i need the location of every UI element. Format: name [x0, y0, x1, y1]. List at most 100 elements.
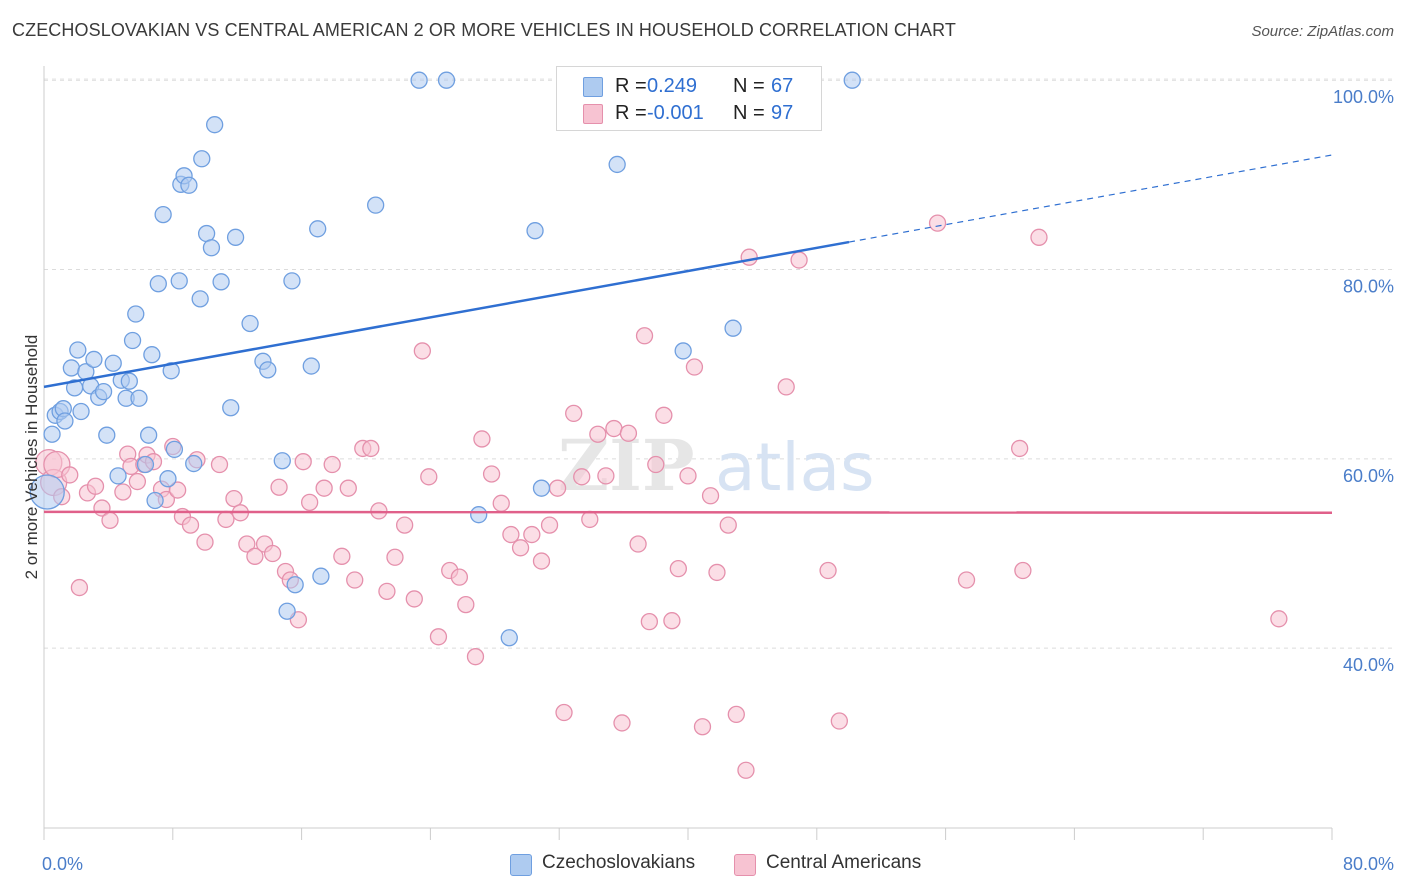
data-point — [555, 703, 573, 722]
data-point — [217, 510, 235, 529]
data-point — [29, 474, 65, 510]
data-point — [56, 412, 74, 430]
data-point — [309, 220, 327, 238]
svg-text:atlas: atlas — [715, 429, 875, 506]
data-point — [104, 354, 122, 372]
data-point — [222, 399, 240, 417]
data-point — [43, 425, 61, 443]
y-tick-label: 40.0% — [1343, 655, 1394, 675]
data-point — [565, 404, 583, 423]
data-point — [109, 467, 127, 485]
data-point — [500, 629, 518, 647]
data-point — [302, 357, 320, 375]
data-point — [149, 275, 167, 293]
data-point — [312, 567, 330, 585]
data-point — [685, 358, 704, 376]
data-point — [581, 510, 599, 529]
data-point — [180, 176, 198, 194]
data-point — [526, 222, 544, 240]
data-point — [85, 350, 103, 369]
data-point — [1014, 561, 1032, 580]
data-point — [270, 478, 288, 496]
data-point — [241, 314, 259, 333]
data-point — [777, 378, 795, 396]
y-tick-label: 60.0% — [1343, 466, 1394, 486]
data-point — [819, 561, 837, 580]
data-point — [635, 327, 654, 345]
data-point — [210, 455, 229, 474]
data-point — [470, 506, 488, 524]
x-tick-label-min: 0.0% — [42, 854, 83, 874]
data-point — [72, 402, 90, 421]
source-note: Source: ZipAtlas.com — [1251, 23, 1394, 40]
data-point — [523, 525, 541, 544]
x-tick-label-max: 80.0% — [1343, 854, 1394, 874]
data-point — [727, 705, 745, 724]
n-value: 67 — [771, 75, 794, 97]
data-point — [405, 590, 423, 608]
data-point — [226, 228, 245, 246]
data-point — [263, 544, 282, 563]
swatch-blue — [583, 77, 603, 97]
data-point — [362, 439, 380, 458]
data-point — [315, 479, 333, 497]
data-point — [181, 516, 200, 534]
data-point — [492, 494, 510, 512]
data-point — [693, 718, 712, 736]
data-point — [608, 155, 626, 174]
data-point — [136, 455, 155, 474]
data-point — [830, 712, 848, 730]
swatch-pink — [583, 104, 603, 124]
data-point — [737, 761, 755, 779]
chart-title: CZECHOSLOVAKIAN VS CENTRAL AMERICAN 2 OR… — [12, 20, 957, 40]
stats-legend: R = 0.249 N = 67 R = -0.001 N = 97 — [556, 66, 822, 131]
trend-lines — [43, 154, 1333, 515]
points-central-americans — [35, 214, 1288, 779]
y-tick-label: 100.0% — [1333, 87, 1394, 107]
data-point — [154, 205, 172, 224]
data-point — [629, 535, 647, 553]
data-point — [70, 578, 89, 597]
data-point — [120, 372, 138, 390]
data-point — [957, 571, 976, 589]
legend-label: Czechoslovakians — [542, 852, 696, 873]
data-point — [740, 248, 758, 266]
data-point — [259, 361, 277, 379]
points-czechoslovakians — [29, 71, 861, 647]
data-point — [69, 341, 87, 359]
data-point — [273, 452, 291, 470]
data-point — [619, 424, 638, 442]
data-point — [193, 150, 211, 168]
data-point — [333, 547, 351, 565]
y-axis-title: 2 or more Vehicles in Household — [22, 335, 41, 580]
data-point — [532, 552, 551, 570]
data-point — [573, 468, 591, 486]
data-point — [94, 382, 113, 401]
axes — [43, 66, 1333, 840]
data-point — [511, 539, 530, 557]
trend-line-czechoslovakians-extension — [848, 154, 1333, 243]
data-point — [647, 455, 665, 474]
data-point — [420, 468, 438, 486]
r-label: R = — [615, 75, 647, 97]
data-point — [386, 548, 404, 566]
data-point — [98, 426, 116, 444]
data-point — [86, 477, 105, 495]
data-point — [473, 430, 491, 448]
data-point — [191, 290, 209, 308]
n-label: N = — [733, 75, 765, 97]
data-point — [139, 426, 158, 444]
data-point — [724, 319, 742, 337]
data-point — [294, 453, 312, 471]
r-value: 0.249 — [647, 75, 698, 97]
data-point — [1270, 610, 1288, 628]
data-point — [185, 454, 203, 473]
data-point — [378, 582, 396, 601]
n-label: N = — [733, 102, 765, 124]
data-point — [395, 516, 414, 534]
data-point — [1030, 228, 1048, 246]
data-point — [300, 493, 319, 512]
data-point — [61, 466, 79, 484]
data-point — [168, 481, 187, 499]
